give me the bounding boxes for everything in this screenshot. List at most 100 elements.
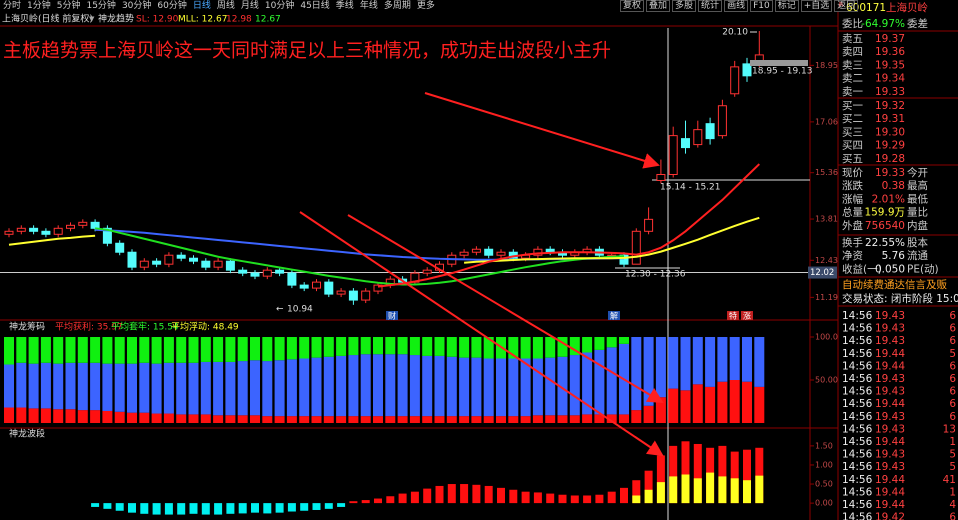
event-badge (386, 311, 398, 320)
stack-bar (163, 337, 174, 363)
wave-overlay-bar (743, 480, 751, 504)
stack-bar (459, 337, 470, 358)
row-label: 最低 (907, 192, 928, 205)
tool-button[interactable]: 标记 (774, 0, 799, 12)
candle-body (41, 230, 51, 235)
stack-bar (717, 337, 728, 382)
tool-button[interactable]: +自选 (800, 0, 833, 12)
wave-bar (755, 447, 764, 504)
y-tick-label: 11.19 (815, 293, 838, 302)
tool-button[interactable]: 统计 (698, 0, 723, 12)
event-badge (727, 311, 739, 320)
wave-bar (533, 492, 542, 504)
stack-bar (459, 357, 470, 417)
stack-bar (323, 337, 334, 357)
tool-bar: 复权 叠加 多股 统计 画线 F10 标记 +自选 返回 (620, 0, 860, 12)
stack-bar (90, 362, 101, 411)
period-button[interactable]: 日线 (192, 1, 211, 11)
tool-button[interactable]: 画线 (724, 0, 749, 12)
candle-body (152, 260, 162, 265)
wave-overlay-bar (669, 476, 678, 504)
wave-overlay-bar (644, 489, 653, 504)
candle-body (471, 248, 481, 253)
stack-bar (348, 355, 359, 417)
stack-bar (385, 337, 396, 355)
period-bar: 分时 1分钟 5分钟 15分钟 30分钟 60分钟 日线 周线 月线 10分钟 45日线 季线 年线 多周… (0, 0, 438, 12)
stack-bar (397, 354, 408, 417)
stack-bar (496, 358, 506, 417)
period-button[interactable]: 周线 (216, 1, 235, 11)
period-button[interactable]: 月线 (240, 1, 259, 11)
stack-bar (397, 416, 408, 423)
row-value: 0.050 (875, 263, 905, 275)
stack-bar (483, 337, 494, 359)
panel-stat: 平均获利: 35.97 (55, 321, 123, 333)
row-value: 756540 (865, 220, 905, 232)
tool-button[interactable]: 返回 (834, 0, 859, 12)
candle-body (533, 248, 543, 256)
wave-bar (386, 496, 395, 504)
tool-button[interactable]: F10 (750, 0, 773, 12)
period-button[interactable]: 1分钟 (27, 1, 51, 11)
wave-bar (558, 494, 567, 504)
stack-bar (213, 337, 224, 362)
period-button[interactable]: 更多 (416, 1, 435, 11)
period-button[interactable]: 季线 (335, 1, 354, 11)
stack-bar (508, 337, 519, 359)
candle-body (287, 272, 297, 286)
panel-stat: 平均浮动: 48.49 (171, 321, 239, 333)
period-button[interactable]: 分时 (3, 1, 22, 11)
stack-bar (348, 416, 359, 423)
wave-bar (718, 445, 727, 504)
row-value: 19.28 (875, 153, 905, 165)
period-button[interactable]: 5分钟 (56, 1, 81, 11)
period-button[interactable]: 30分钟 (121, 1, 152, 11)
candle-body (730, 66, 740, 95)
tick-price: 19.43 (875, 323, 905, 335)
tool-button[interactable]: 多股 (672, 0, 697, 12)
tick-volume: 13 (943, 423, 956, 435)
stack-bar (299, 337, 310, 359)
row-label: 现价 (842, 167, 863, 179)
stack-bar (176, 414, 187, 423)
stack-bar (114, 337, 125, 364)
event-marker: 特 (729, 311, 737, 321)
row-value: 19.29 (875, 140, 905, 152)
stack-bar (65, 362, 76, 410)
period-button[interactable]: 年线 (359, 1, 378, 11)
price-label: 15.14 - 15.21 (660, 183, 721, 193)
tick-time: 14:56 (842, 310, 873, 322)
stack-bar (102, 337, 113, 364)
stack-bar (40, 337, 51, 363)
stack-bar (459, 416, 470, 423)
stack-bar (434, 416, 445, 423)
stack-bar (250, 360, 260, 416)
stack-bar (336, 355, 347, 417)
stack-bar (40, 362, 51, 409)
event-marker: 涨 (743, 311, 751, 321)
candle-body (225, 260, 235, 271)
period-button[interactable]: 15分钟 (86, 1, 116, 11)
row-label: 买三 (842, 126, 863, 138)
stack-bar (483, 416, 494, 423)
candle-body (127, 251, 137, 268)
tool-button[interactable]: 复权 (620, 0, 645, 12)
period-button[interactable]: 60分钟 (157, 1, 187, 11)
tick-price: 19.43 (875, 461, 905, 473)
period-button[interactable]: 45日线 (300, 1, 330, 11)
tick-volume: 6 (949, 335, 956, 347)
tool-button[interactable]: 叠加 (646, 0, 671, 12)
tick-volume: 6 (949, 411, 956, 423)
stack-bar (299, 416, 310, 423)
stack-bar (213, 361, 224, 416)
candle-body (336, 290, 346, 295)
tick-volume: 6 (949, 512, 956, 520)
wave-overlay-bar (681, 474, 690, 504)
wave-bar (103, 503, 112, 509)
stack-bar (139, 362, 150, 413)
period-button[interactable]: 多周期 (383, 1, 411, 11)
period-button[interactable]: 10分钟 (264, 1, 295, 11)
stack-bar (422, 355, 433, 417)
row-label: PE(动) (907, 263, 939, 275)
stack-bar (40, 408, 51, 423)
